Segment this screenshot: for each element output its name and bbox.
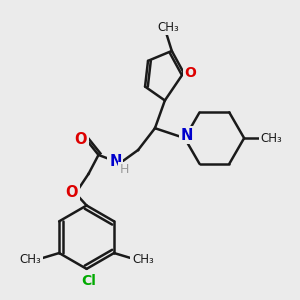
Text: CH₃: CH₃ [260,132,282,145]
Text: Cl: Cl [81,274,96,288]
Text: CH₃: CH₃ [157,21,179,34]
Text: CH₃: CH₃ [20,254,41,266]
Text: CH₃: CH₃ [132,254,154,266]
Text: O: O [185,66,197,80]
Text: H: H [120,163,129,176]
Text: O: O [74,132,87,147]
Text: O: O [65,185,78,200]
Text: N: N [181,128,193,142]
Text: N: N [109,154,122,169]
